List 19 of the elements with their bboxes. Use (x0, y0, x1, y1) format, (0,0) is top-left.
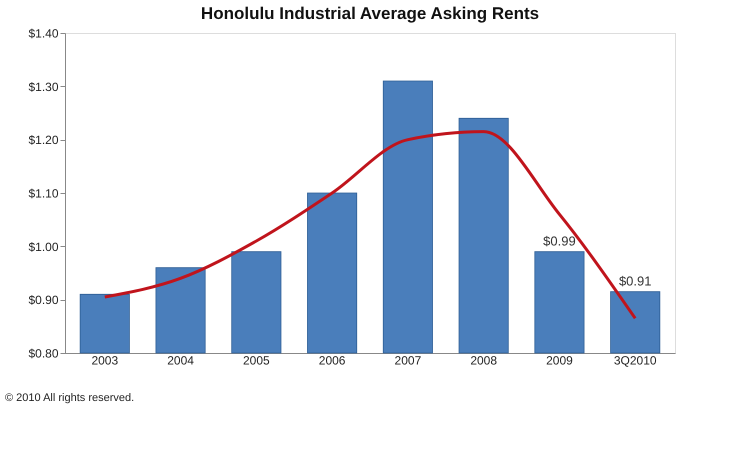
y-tick-label: $1.00 (28, 240, 59, 254)
data-label: $0.91 (618, 274, 652, 289)
x-tick-label: 2005 (242, 354, 270, 368)
x-tick-label: 3Q2010 (614, 354, 657, 368)
y-tick-label: $1.20 (28, 133, 59, 148)
y-tick-label: $1.10 (28, 186, 59, 200)
y-tick-label: $1.30 (28, 80, 59, 94)
data-label: $0.99 (543, 234, 576, 249)
x-tick-label: 2009 (546, 354, 574, 368)
y-tick-label: $0.80 (28, 346, 59, 360)
x-tick-label: 2003 (91, 354, 118, 368)
text: © 2010 All rights reserved. (5, 392, 134, 404)
y-tick-label: $1.40 (28, 26, 59, 40)
x-tick-label: 2008 (470, 354, 498, 368)
chart-title: Honolulu Industrial Average Asking Rents (200, 4, 540, 23)
x-tick-label: 2006 (318, 354, 346, 368)
x-tick-label: 2007 (394, 354, 422, 368)
y-tick-label: $0.90 (28, 293, 59, 308)
x-tick-label: 2004 (167, 354, 194, 368)
